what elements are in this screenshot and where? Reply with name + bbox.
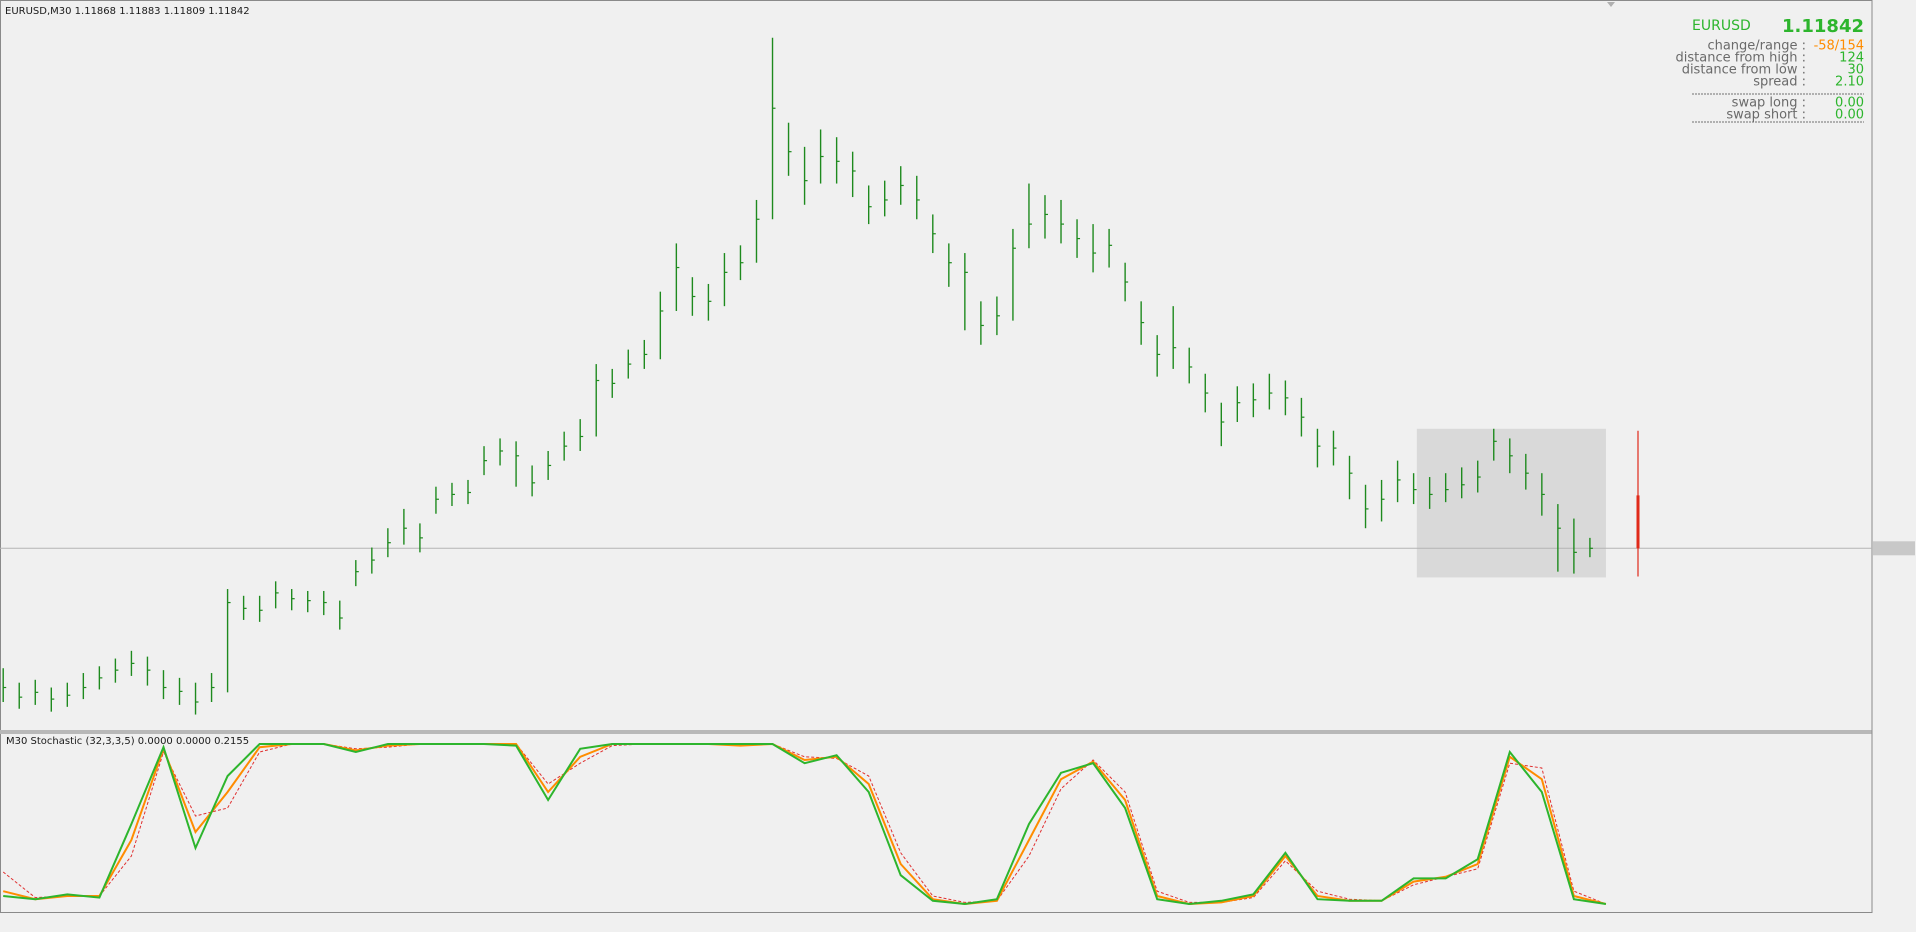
chart-header: EURUSD,M30 1.11868 1.11883 1.11809 1.118… bbox=[5, 6, 250, 17]
marks-layer bbox=[0, 37, 1915, 906]
highlight-box bbox=[1416, 428, 1606, 578]
info-panel: EURUSD 1.11842 change/range : -58/154 dist… bbox=[1676, 16, 1864, 123]
shift-marker bbox=[1607, 2, 1615, 7]
pane-separator bbox=[0, 730, 1872, 734]
text-layer: EURUSD,M30 1.11868 1.11883 1.11809 1.118… bbox=[5, 6, 250, 747]
info-value: 124 bbox=[1839, 51, 1864, 66]
info-label: change/range : bbox=[1707, 39, 1806, 54]
range-bar-body bbox=[1636, 495, 1640, 549]
info-value: 0.00 bbox=[1835, 108, 1864, 123]
info-symbol: EURUSD bbox=[1692, 18, 1751, 34]
current-price-box bbox=[1873, 541, 1915, 556]
info-label: distance from high : bbox=[1676, 51, 1806, 66]
info-value: 30 bbox=[1847, 63, 1864, 78]
indicator-title: M30 Stochastic (32,3,3,5) 0.0000 0.0000 … bbox=[6, 736, 249, 747]
info-value: 2.10 bbox=[1835, 75, 1864, 90]
stochastic-line bbox=[2, 742, 1607, 906]
stochastic-line bbox=[2, 743, 1607, 905]
info-label: swap short : bbox=[1726, 108, 1806, 123]
info-value: 0.00 bbox=[1835, 96, 1864, 111]
info-value: -58/154 bbox=[1814, 39, 1864, 54]
info-label: swap long : bbox=[1732, 96, 1806, 111]
stochastic-line bbox=[3, 743, 1607, 906]
info-label: distance from low : bbox=[1682, 63, 1806, 78]
info-label: spread : bbox=[1753, 75, 1806, 90]
info-price: 1.11842 bbox=[1782, 16, 1864, 37]
